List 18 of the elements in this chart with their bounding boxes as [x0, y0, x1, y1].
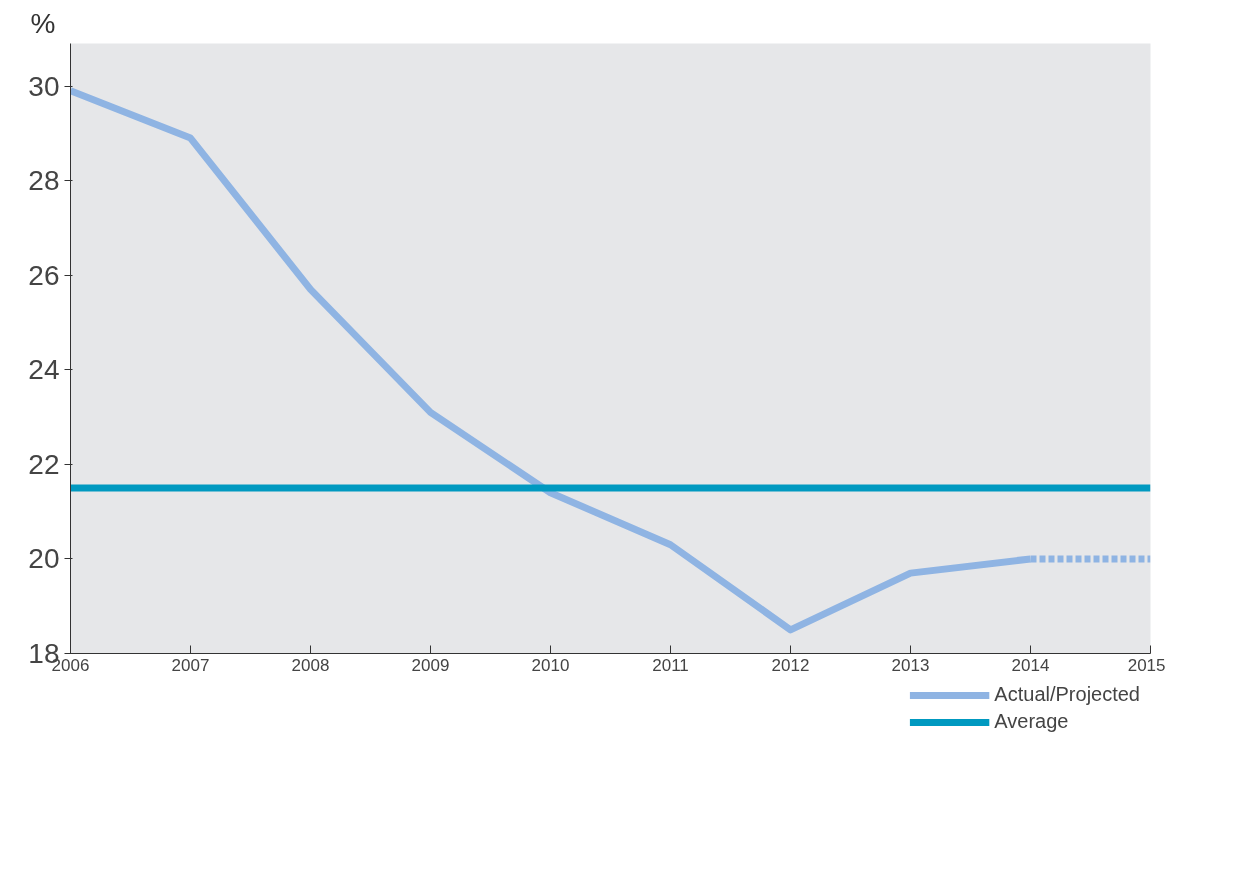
- x-tick-label: 2014: [1011, 655, 1050, 675]
- x-tick-label: 2012: [771, 655, 810, 675]
- y-tick-label: 28: [28, 165, 60, 197]
- y-axis-title: %: [30, 7, 56, 39]
- legend-label: Actual/Projected: [994, 683, 1140, 706]
- y-tick-label: 20: [28, 543, 60, 575]
- y-tick-label: 26: [28, 259, 60, 291]
- x-tick-label: 2008: [291, 655, 330, 675]
- x-tick-label: 2009: [411, 655, 450, 675]
- y-tick-label: 30: [28, 70, 60, 102]
- x-tick-label: 2013: [891, 655, 930, 675]
- y-tick-label: 24: [28, 354, 60, 386]
- x-tick-label: 2007: [171, 655, 210, 675]
- x-tick-label: 2010: [531, 655, 570, 675]
- x-tick-label: 2015: [1127, 655, 1166, 675]
- y-tick-label: 22: [28, 448, 60, 480]
- legend-label: Average: [994, 710, 1069, 733]
- x-tick-label: 2011: [652, 655, 689, 675]
